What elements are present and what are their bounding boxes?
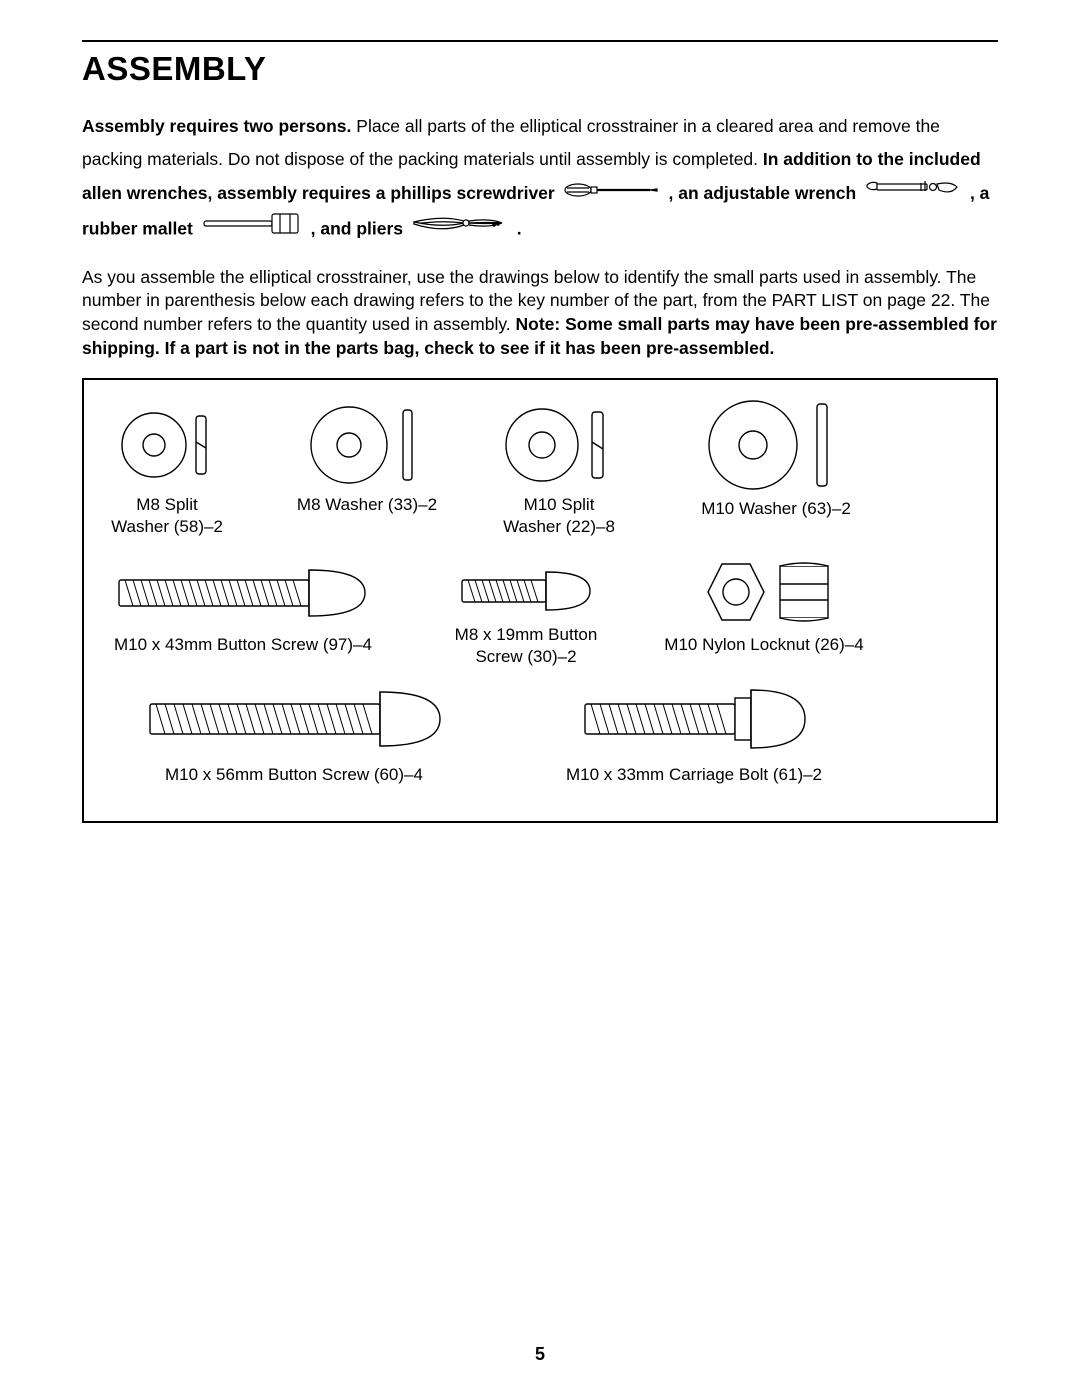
part-m10-locknut: M10 Nylon Locknut (26)–4	[654, 556, 874, 655]
part-m10-56-button-screw: M10 x 56mm Button Screw (60)–4	[134, 680, 454, 785]
paragraph-2: As you assemble the elliptical crosstrai…	[82, 266, 998, 361]
top-rule	[82, 40, 998, 42]
mallet-icon	[202, 211, 302, 248]
intro-tools-4: , and pliers	[311, 218, 403, 238]
parts-identification-box: M8 Split Washer (58)–2 M8 Washer (33)–2	[82, 378, 998, 823]
screwdriver-icon	[564, 177, 660, 210]
intro-paragraph: Assembly requires two persons. Place all…	[82, 110, 998, 248]
part-m10-33-carriage-bolt: M10 x 33mm Carriage Bolt (61)–2	[554, 680, 834, 785]
part-m10-split-washer: M10 Split Washer (22)–8	[484, 402, 634, 537]
part-label: M10 Nylon Locknut (26)–4	[654, 634, 874, 655]
part-m8-19-button-screw: M8 x 19mm Button Screw (30)–2	[436, 564, 616, 667]
part-label: M10 Washer (63)–2	[676, 498, 876, 519]
wrench-icon	[865, 177, 961, 210]
intro-lead: Assembly requires two persons.	[82, 116, 351, 136]
part-label: M10 x 33mm Carriage Bolt (61)–2	[554, 764, 834, 785]
intro-tools-2: , an adjustable wrench	[668, 183, 856, 203]
part-label: M8 x 19mm Button Screw (30)–2	[436, 624, 616, 667]
page-number: 5	[0, 1344, 1080, 1365]
part-label: M10 x 43mm Button Screw (97)–4	[98, 634, 388, 655]
part-label: M10 x 56mm Button Screw (60)–4	[134, 764, 454, 785]
part-label: M10 Split Washer (22)–8	[484, 494, 634, 537]
part-m8-washer: M8 Washer (33)–2	[282, 402, 452, 515]
part-m8-split-washer: M8 Split Washer (58)–2	[102, 402, 232, 537]
intro-period: .	[517, 218, 522, 238]
page-title: ASSEMBLY	[82, 50, 998, 88]
part-label: M8 Split Washer (58)–2	[102, 494, 232, 537]
part-label: M8 Washer (33)–2	[282, 494, 452, 515]
part-m10-43-button-screw: M10 x 43mm Button Screw (97)–4	[98, 558, 388, 655]
pliers-icon	[412, 212, 508, 247]
part-m10-washer: M10 Washer (63)–2	[676, 398, 876, 519]
